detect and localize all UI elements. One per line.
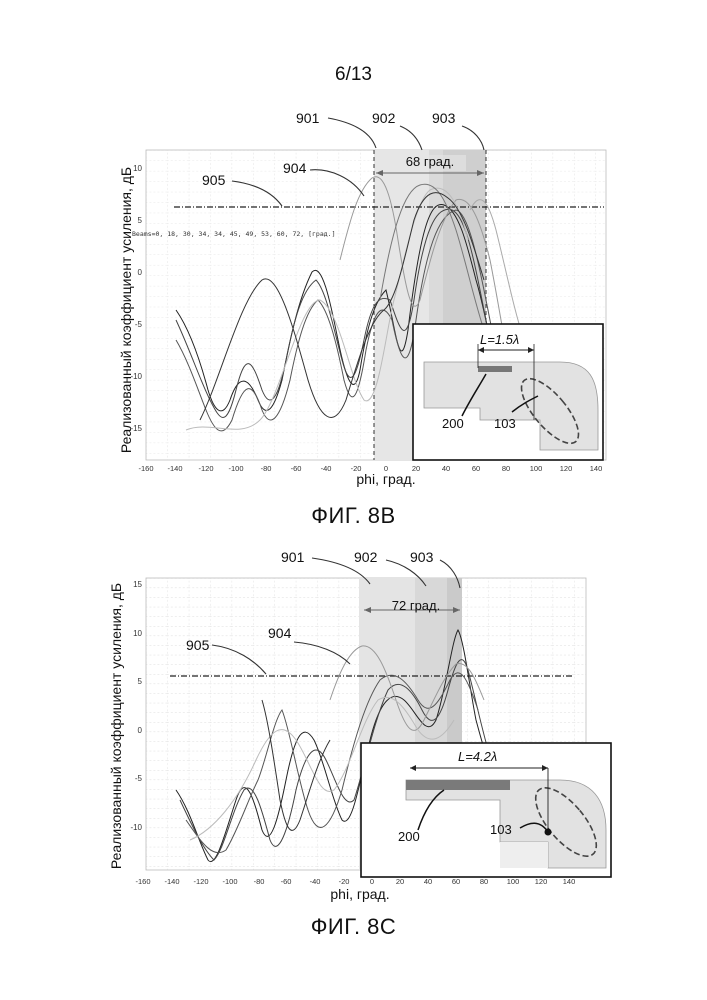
svg-text:-80: -80: [254, 877, 265, 886]
inset-ref-200-8c: 200: [398, 829, 420, 844]
svg-text:120: 120: [535, 877, 548, 886]
y-axis-label-8c: Реализованный коэффициент усиления, дБ: [108, 561, 124, 891]
svg-text:5: 5: [138, 677, 143, 686]
beams-legend-8b: Beams=0, 18, 30, 34, 34, 45, 49, 53, 60,…: [132, 230, 336, 238]
svg-text:10: 10: [133, 629, 142, 638]
inset-ref-200-8b: 200: [442, 416, 464, 431]
callout-902-8b: 902: [372, 110, 395, 126]
callout-902-8c: 902: [354, 549, 377, 565]
x-axis-label-8b: phi, град.: [326, 471, 446, 487]
callout-901-8b: 901: [296, 110, 319, 126]
svg-text:100: 100: [507, 877, 520, 886]
callout-903-8b: 903: [432, 110, 455, 126]
figure-caption-8b: ФИГ. 8В: [0, 503, 707, 529]
callout-903-8c: 903: [410, 549, 433, 565]
svg-text:-120: -120: [193, 877, 208, 886]
svg-text:40: 40: [424, 877, 432, 886]
svg-text:-60: -60: [281, 877, 292, 886]
svg-text:0: 0: [370, 877, 374, 886]
x-axis-label-8c: phi, град.: [300, 886, 420, 902]
x-axis-8c: -160 -140 -120 -100 -80 -60 -40 -20 0 20 40 60 80…: [135, 877, 575, 886]
svg-text:60: 60: [452, 877, 460, 886]
span-label-8c: 72 град.: [376, 598, 456, 613]
svg-text:-140: -140: [164, 877, 179, 886]
inset-length-label-8b: L=1.5λ: [480, 332, 519, 347]
svg-text:140: 140: [563, 877, 576, 886]
svg-text:80: 80: [480, 877, 488, 886]
inset-length-label-8c: L=4.2λ: [458, 749, 497, 764]
svg-text:-40: -40: [310, 877, 321, 886]
callout-905-8b: 905: [202, 172, 225, 188]
svg-text:-10: -10: [130, 823, 142, 832]
callout-904-8b: 904: [283, 160, 306, 176]
callout-904-8c: 904: [268, 625, 291, 641]
inset-ref-103-8b: 103: [494, 416, 516, 431]
svg-text:-20: -20: [339, 877, 350, 886]
svg-text:20: 20: [396, 877, 404, 886]
callout-901-8c: 901: [281, 549, 304, 565]
svg-text:-100: -100: [222, 877, 237, 886]
inset-ref-103-8c: 103: [490, 822, 512, 837]
svg-text:-160: -160: [135, 877, 150, 886]
y-axis-label-8b: Реализованный коэффициент усиления, дБ: [118, 155, 134, 465]
svg-text:15: 15: [133, 580, 142, 589]
callout-905-8c: 905: [186, 637, 209, 653]
svg-text:0: 0: [138, 726, 143, 735]
span-label-8b: 68 град.: [390, 154, 470, 169]
figure-caption-8c: ФИГ. 8С: [0, 914, 707, 940]
y-axis-8c: 15 10 5 0 -5 -10: [130, 580, 142, 832]
svg-text:-5: -5: [135, 774, 143, 783]
